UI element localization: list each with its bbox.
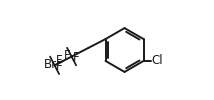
Text: Br: Br [43, 58, 57, 71]
Text: F: F [64, 49, 70, 62]
Text: F: F [56, 54, 62, 67]
Text: F: F [56, 60, 62, 73]
Text: F: F [73, 51, 79, 64]
Text: Cl: Cl [152, 55, 163, 68]
